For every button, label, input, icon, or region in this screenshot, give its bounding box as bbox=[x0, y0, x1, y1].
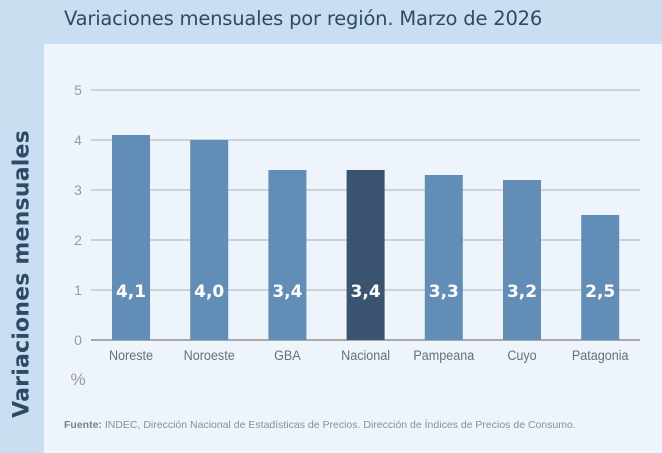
y-tick-label: 2 bbox=[74, 232, 82, 248]
bar-noroeste bbox=[190, 140, 229, 340]
y-unit-label: % bbox=[70, 370, 85, 389]
data-label: 4,0 bbox=[194, 282, 224, 302]
x-tick-label: Cuyo bbox=[507, 347, 536, 363]
bars bbox=[112, 135, 620, 340]
data-labels: 4,1 4,0 3,4 3,4 3,3 3,2 2,5 bbox=[116, 282, 615, 302]
y-tick-labels: 0 1 2 3 4 5 bbox=[74, 82, 82, 348]
data-label: 4,1 bbox=[116, 282, 146, 302]
bar-patagonia bbox=[581, 215, 620, 340]
y-tick-label: 0 bbox=[74, 332, 82, 348]
y-tick-label: 1 bbox=[74, 282, 82, 298]
x-tick-label: Noreste bbox=[109, 347, 153, 363]
data-label: 3,2 bbox=[507, 282, 537, 302]
data-label: 3,3 bbox=[429, 282, 459, 302]
bar-pampeana bbox=[424, 175, 463, 340]
x-tick-label: GBA bbox=[274, 347, 301, 363]
y-tick-label: 3 bbox=[74, 182, 82, 198]
chart-title: Variaciones mensuales por región. Marzo … bbox=[64, 7, 543, 30]
data-label: 3,4 bbox=[272, 282, 302, 302]
x-tick-label: Nacional bbox=[341, 347, 390, 363]
y-tick-label: 4 bbox=[74, 132, 82, 148]
source-label: Fuente: bbox=[64, 419, 102, 431]
bar-noreste bbox=[112, 135, 150, 340]
data-label: 3,4 bbox=[351, 282, 381, 302]
x-tick-label: Patagonia bbox=[572, 347, 629, 363]
source-text: INDEC, Dirección Nacional de Estadística… bbox=[101, 419, 576, 431]
y-tick-label: 5 bbox=[74, 82, 82, 98]
data-label: 2,5 bbox=[585, 282, 615, 302]
x-tick-label: Noroeste bbox=[184, 347, 235, 363]
bar-nacional bbox=[346, 170, 385, 340]
x-tick-label: Pampeana bbox=[413, 347, 474, 363]
bar-gba bbox=[268, 170, 307, 340]
x-tick-labels: Noreste Noroeste GBA Nacional Pampeana Cuyo Pa… bbox=[109, 347, 629, 363]
source-note: Fuente: INDEC, Dirección Nacional de Est… bbox=[64, 419, 576, 431]
bar-cuyo bbox=[503, 180, 541, 340]
